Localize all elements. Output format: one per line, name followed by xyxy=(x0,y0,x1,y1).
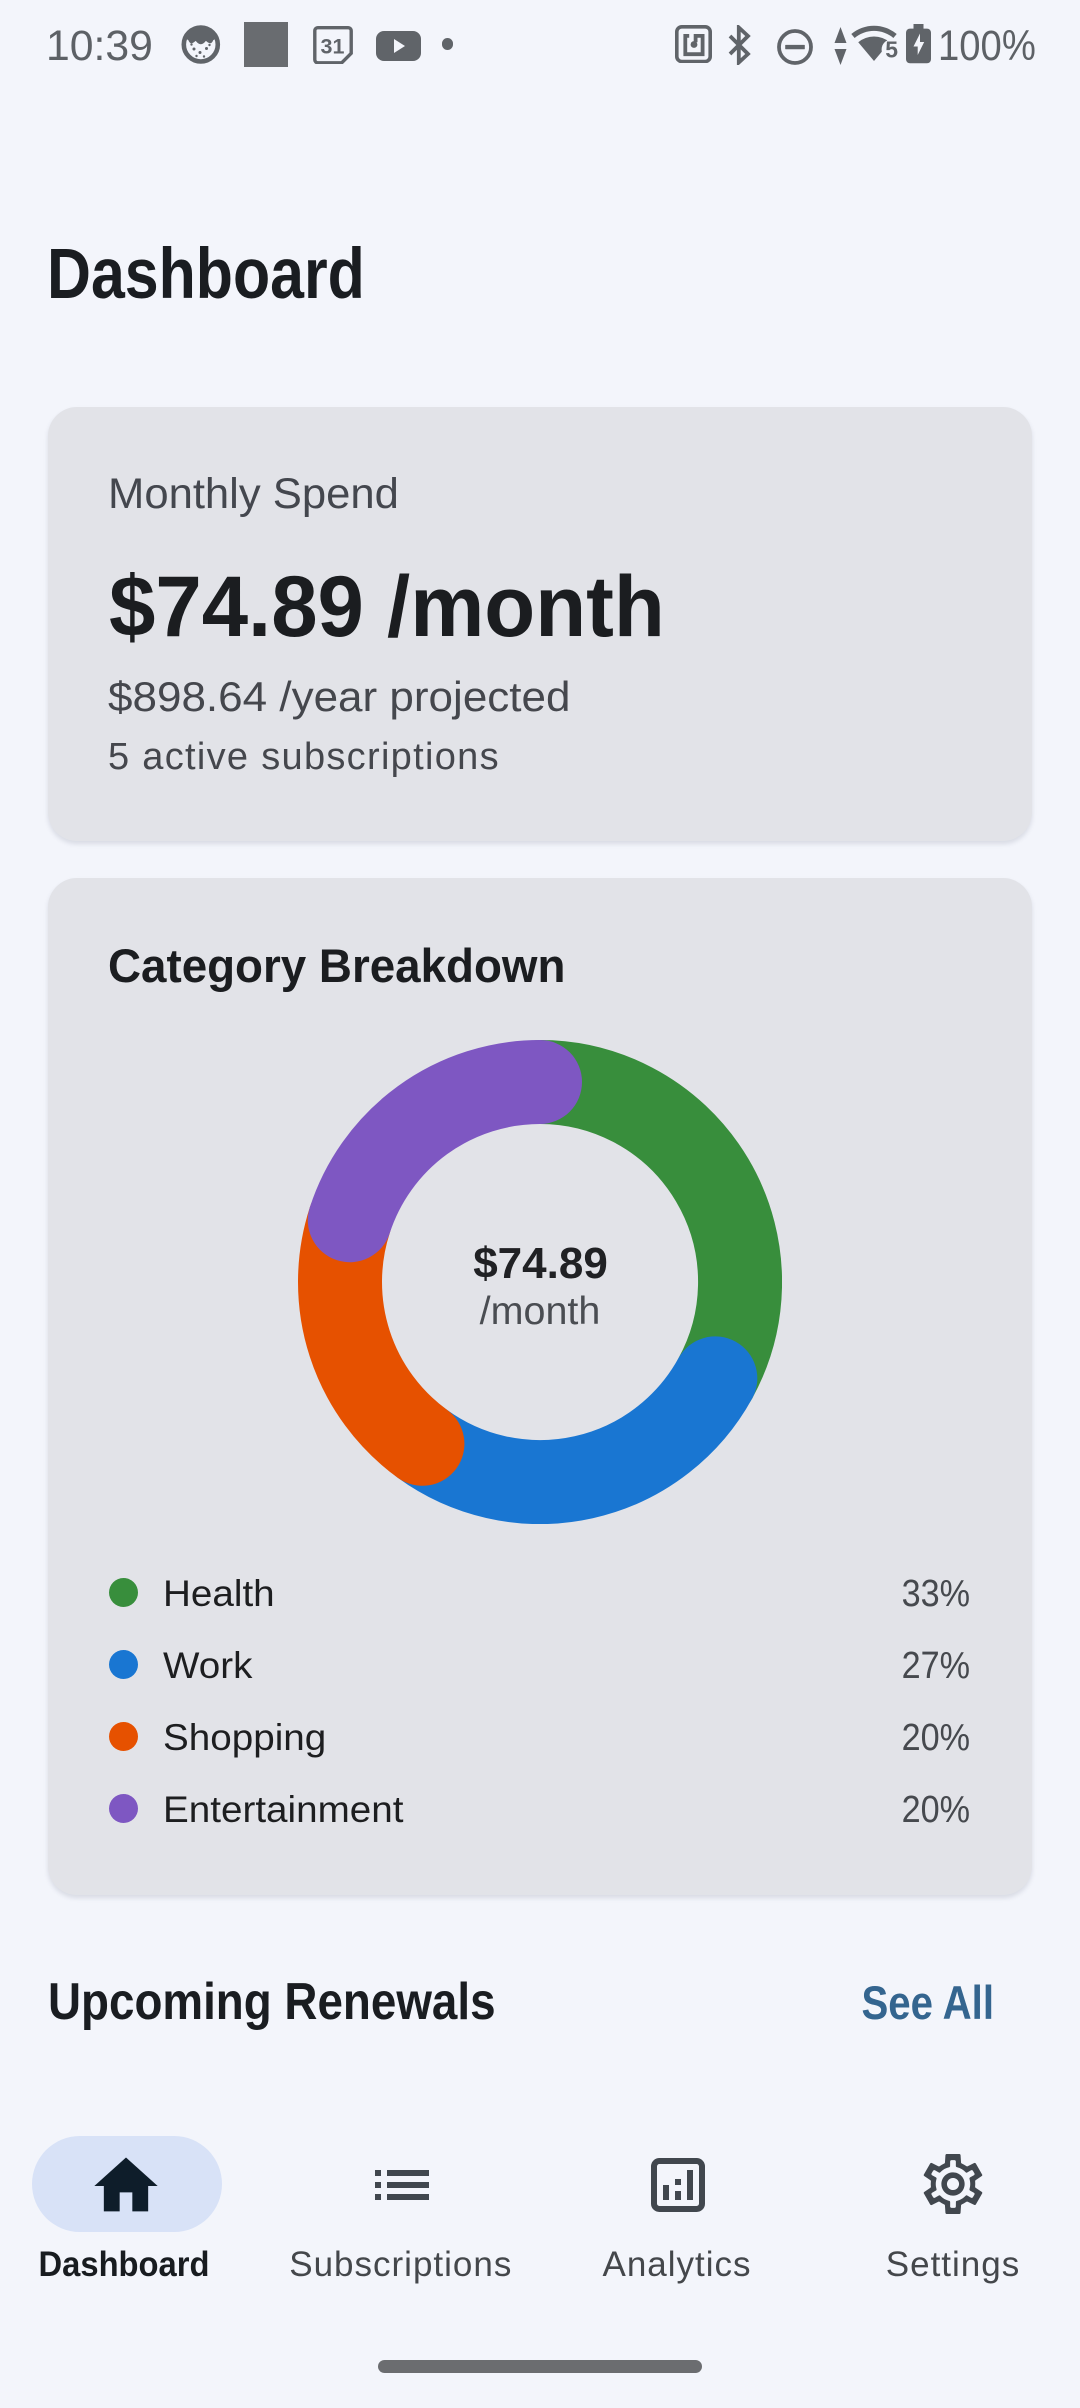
svg-text:5: 5 xyxy=(885,37,898,63)
svg-text:31: 31 xyxy=(320,34,344,58)
